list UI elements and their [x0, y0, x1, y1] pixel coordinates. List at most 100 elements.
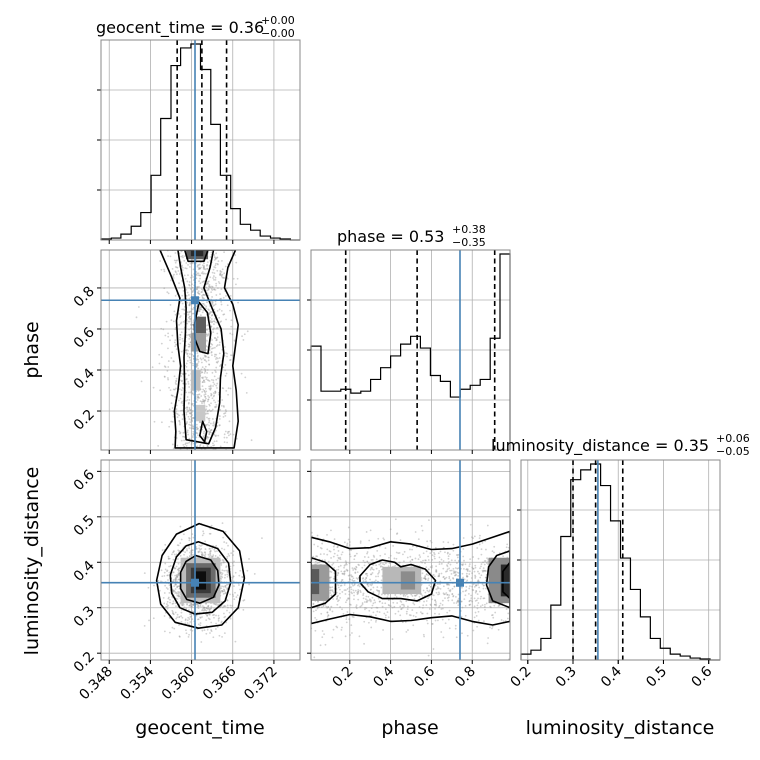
- sample-point: [200, 291, 203, 294]
- sample-point: [189, 412, 191, 415]
- panel-phase-vs-geocent-time: [100, 249, 301, 451]
- sample-point: [418, 595, 421, 598]
- sample-point: [314, 616, 317, 619]
- sample-point: [186, 408, 189, 411]
- sample-point: [339, 606, 341, 608]
- sample-point: [167, 596, 170, 599]
- sample-point: [471, 585, 474, 588]
- sample-point: [448, 561, 450, 563]
- sample-point: [203, 280, 206, 283]
- sample-point: [344, 635, 347, 638]
- sample-point: [192, 354, 195, 357]
- sample-point: [343, 589, 346, 592]
- sample-point: [167, 579, 169, 581]
- sample-point: [176, 592, 178, 595]
- sample-point: [430, 541, 433, 544]
- sample-point: [203, 367, 206, 370]
- sample-point: [352, 616, 355, 619]
- sample-point: [181, 379, 183, 382]
- sample-point: [216, 256, 218, 259]
- sample-point: [477, 579, 480, 582]
- sample-point: [409, 614, 412, 617]
- sample-point: [214, 257, 217, 260]
- sample-point: [189, 629, 192, 631]
- sample-point: [208, 380, 211, 382]
- sample-point: [316, 555, 319, 558]
- sample-point: [214, 276, 217, 279]
- sample-point: [197, 397, 200, 399]
- sample-point: [188, 315, 191, 318]
- sample-point: [202, 530, 205, 533]
- sample-point: [208, 430, 210, 433]
- sample-point: [506, 543, 509, 546]
- sample-point: [200, 272, 203, 275]
- sample-point: [468, 563, 471, 566]
- sample-point: [189, 323, 192, 326]
- sample-point: [180, 409, 182, 412]
- sample-point: [185, 351, 187, 354]
- sample-point: [396, 532, 399, 535]
- sample-point: [224, 415, 227, 417]
- sample-point: [184, 277, 187, 280]
- sample-point: [223, 346, 226, 348]
- sample-point: [167, 557, 170, 560]
- sample-point: [197, 427, 199, 430]
- sample-point: [357, 563, 360, 566]
- sample-point: [429, 604, 432, 607]
- sample-point: [199, 616, 202, 619]
- sample-point: [177, 313, 180, 315]
- sample-point: [377, 575, 380, 578]
- sample-point: [234, 591, 236, 594]
- sample-point: [223, 576, 226, 579]
- sample-point: [478, 590, 481, 593]
- sample-point: [476, 580, 479, 583]
- sample-point: [215, 339, 218, 341]
- sample-point: [216, 344, 219, 346]
- sample-point: [235, 283, 237, 286]
- sample-point: [365, 572, 368, 575]
- sample-point: [363, 556, 366, 558]
- density-cell: [400, 571, 416, 590]
- sample-point: [243, 333, 246, 336]
- sample-point: [200, 358, 203, 361]
- sample-point: [209, 384, 212, 387]
- sample-point: [222, 559, 225, 562]
- sample-point: [326, 533, 328, 536]
- sample-point: [476, 625, 478, 628]
- sample-point: [354, 589, 357, 592]
- sample-point: [466, 575, 469, 578]
- sample-point: [225, 566, 228, 569]
- density-cell: [195, 571, 206, 590]
- sample-point: [176, 586, 178, 589]
- panel-bg: [311, 460, 510, 660]
- sample-point: [214, 434, 217, 437]
- sample-point: [214, 303, 217, 306]
- sample-point: [206, 328, 209, 331]
- sample-point: [186, 369, 189, 372]
- sample-point: [376, 586, 379, 588]
- sample-point: [201, 381, 204, 383]
- sample-point: [172, 275, 175, 278]
- sample-point: [355, 565, 358, 568]
- sample-point: [170, 402, 173, 405]
- sample-point: [208, 309, 210, 311]
- sample-point: [357, 591, 360, 593]
- sample-point: [232, 575, 235, 578]
- sample-point: [366, 583, 369, 586]
- sample-point: [187, 313, 190, 316]
- sample-point: [329, 589, 332, 592]
- sample-point: [175, 410, 177, 413]
- sample-point: [192, 312, 195, 315]
- x-tick-label: 0.6: [688, 663, 715, 690]
- sample-point: [434, 599, 436, 602]
- sample-point: [477, 610, 480, 613]
- sample-point: [433, 557, 436, 560]
- sample-point: [427, 577, 430, 580]
- sample-point: [482, 567, 485, 570]
- sample-point: [208, 385, 211, 388]
- sample-point: [442, 567, 445, 570]
- sample-point: [223, 541, 226, 543]
- sample-point: [357, 592, 360, 595]
- sample-point: [433, 555, 436, 558]
- sample-point: [143, 624, 146, 627]
